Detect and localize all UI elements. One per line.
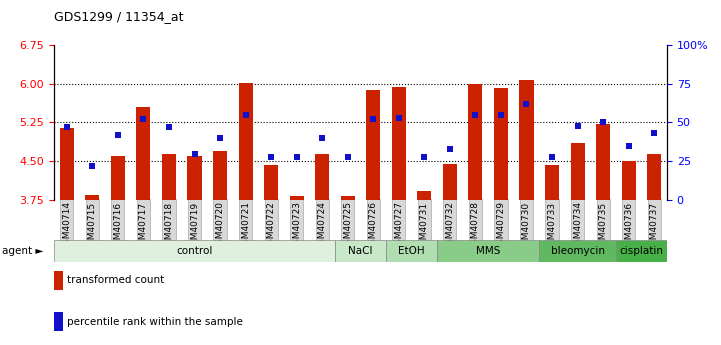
Bar bbox=[60, 128, 74, 345]
Text: transformed count: transformed count bbox=[67, 276, 164, 285]
Bar bbox=[545, 166, 559, 345]
Text: EtOH: EtOH bbox=[398, 246, 425, 256]
Text: MMS: MMS bbox=[476, 246, 500, 256]
Text: cisplatin: cisplatin bbox=[619, 246, 663, 256]
Bar bbox=[494, 88, 508, 345]
Bar bbox=[290, 196, 304, 345]
Bar bbox=[539, 240, 616, 262]
Bar bbox=[616, 240, 667, 262]
Text: bleomycin: bleomycin bbox=[551, 246, 604, 256]
Bar bbox=[519, 80, 534, 345]
Text: percentile rank within the sample: percentile rank within the sample bbox=[67, 317, 243, 327]
Bar bbox=[239, 83, 252, 345]
Bar bbox=[647, 154, 661, 345]
Bar bbox=[437, 240, 539, 262]
Text: agent ►: agent ► bbox=[2, 246, 43, 256]
Bar bbox=[596, 124, 610, 345]
Bar bbox=[469, 84, 482, 345]
Bar bbox=[111, 156, 125, 345]
Bar bbox=[392, 87, 406, 345]
Bar bbox=[335, 240, 386, 262]
Bar bbox=[264, 166, 278, 345]
Text: GDS1299 / 11354_at: GDS1299 / 11354_at bbox=[54, 10, 184, 23]
Bar bbox=[417, 191, 431, 345]
Bar bbox=[162, 154, 176, 345]
Bar bbox=[622, 161, 636, 345]
Bar bbox=[341, 196, 355, 345]
Text: NaCl: NaCl bbox=[348, 246, 373, 256]
Bar bbox=[315, 154, 329, 345]
Bar bbox=[187, 156, 202, 345]
Bar bbox=[54, 240, 335, 262]
Bar bbox=[136, 107, 151, 345]
Bar bbox=[213, 151, 227, 345]
Text: control: control bbox=[177, 246, 213, 256]
Bar bbox=[443, 164, 457, 345]
Bar bbox=[386, 240, 437, 262]
Bar bbox=[570, 143, 585, 345]
Bar bbox=[85, 195, 99, 345]
Bar bbox=[366, 90, 380, 345]
